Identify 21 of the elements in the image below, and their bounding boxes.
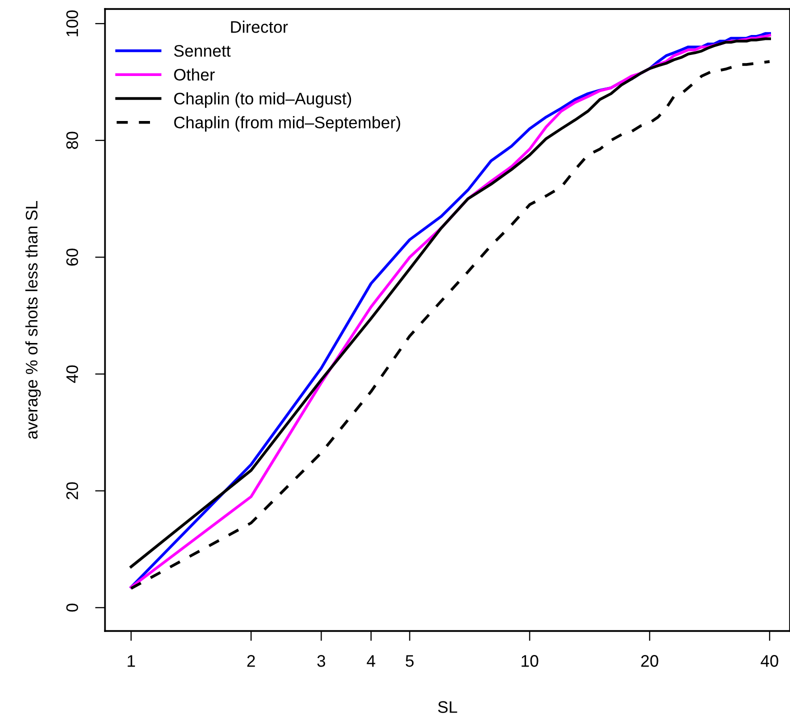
x-tick-label: 3 <box>317 655 326 667</box>
x-tick-label: 40 <box>760 655 778 667</box>
y-axis-title: average % of shots less than SL <box>25 201 41 439</box>
x-tick-label: 4 <box>366 655 376 667</box>
legend-label: Chaplin (to mid–August) <box>174 92 352 108</box>
y-tick-label: 20 <box>66 482 78 500</box>
x-tick-label: 1 <box>128 655 135 667</box>
y-tick-label: 100 <box>66 10 78 36</box>
y-tick-label: 60 <box>66 248 78 266</box>
x-tick-label: 5 <box>406 655 414 667</box>
legend-label: Other <box>174 68 215 81</box>
y-tick-label: 40 <box>66 365 78 383</box>
x-tick-label: 20 <box>641 655 658 667</box>
legend-label: Sennett <box>174 44 231 57</box>
legend-title: Director <box>231 20 288 33</box>
y-tick-label: 80 <box>66 132 78 149</box>
y-tick-label: 0 <box>66 604 78 612</box>
x-tick-label: 10 <box>522 655 538 667</box>
x-axis-title: SL <box>438 701 458 713</box>
x-tick-label: 2 <box>247 655 255 667</box>
legend-label: Chaplin (from mid–September) <box>174 116 400 132</box>
